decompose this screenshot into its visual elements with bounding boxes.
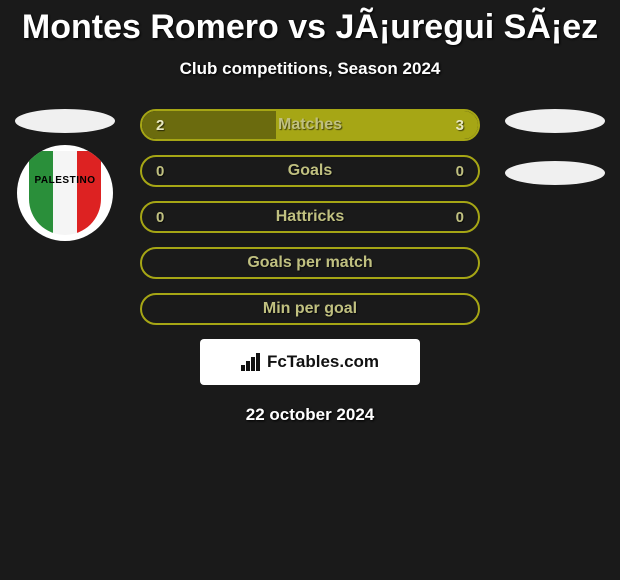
stat-row: 0 0 Hattricks [140,201,480,233]
stat-label: Matches [278,116,342,134]
date-text: 22 october 2024 [0,405,620,425]
stat-value-right: 3 [456,117,464,134]
stat-row: 0 0 Goals [140,155,480,187]
right-sponsor-logo-2 [505,161,605,185]
stat-row: 2 3 Matches [140,109,480,141]
stat-label: Goals per match [247,254,372,272]
left-team-badge: PALESTINO [17,145,113,241]
stat-value-right: 0 [456,209,464,226]
stat-value-left: 0 [156,163,164,180]
main-area: PALESTINO 2 3 Matches 0 0 Goals 0 0 Hattricks Goa… [0,109,620,425]
right-team-column [500,109,610,197]
page-title: Montes Romero vs JÃ¡uregui SÃ¡ez [0,8,620,47]
stat-value-right: 0 [456,163,464,180]
stat-value-left: 0 [156,209,164,226]
right-sponsor-logo-1 [505,109,605,133]
stat-row: Min per goal [140,293,480,325]
left-team-column: PALESTINO [10,109,120,241]
stat-row: Goals per match [140,247,480,279]
left-badge-text: PALESTINO [17,175,113,186]
brand-badge[interactable]: FcTables.com [200,339,420,385]
stat-label: Goals [288,162,332,180]
stat-label: Min per goal [263,300,357,318]
stat-bars: 2 3 Matches 0 0 Goals 0 0 Hattricks Goals per mat… [140,109,480,325]
page-subtitle: Club competitions, Season 2024 [0,59,620,79]
brand-text: FcTables.com [267,352,379,372]
stat-label: Hattricks [276,208,344,226]
comparison-card: Montes Romero vs JÃ¡uregui SÃ¡ez Club co… [0,0,620,425]
stat-value-left: 2 [156,117,164,134]
chart-icon [241,353,261,371]
left-sponsor-logo [15,109,115,133]
